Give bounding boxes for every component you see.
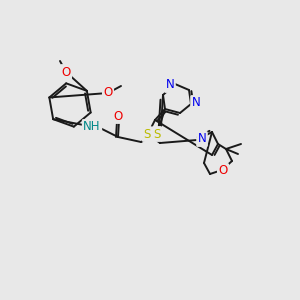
Text: O: O	[103, 86, 112, 100]
Text: N: N	[198, 133, 206, 146]
Text: O: O	[61, 65, 70, 79]
Text: NH: NH	[83, 121, 101, 134]
Text: S: S	[143, 128, 151, 140]
Text: N: N	[166, 79, 174, 92]
Text: O: O	[218, 164, 228, 178]
Text: N: N	[192, 97, 200, 110]
Text: S: S	[153, 128, 161, 140]
Text: O: O	[113, 110, 123, 122]
